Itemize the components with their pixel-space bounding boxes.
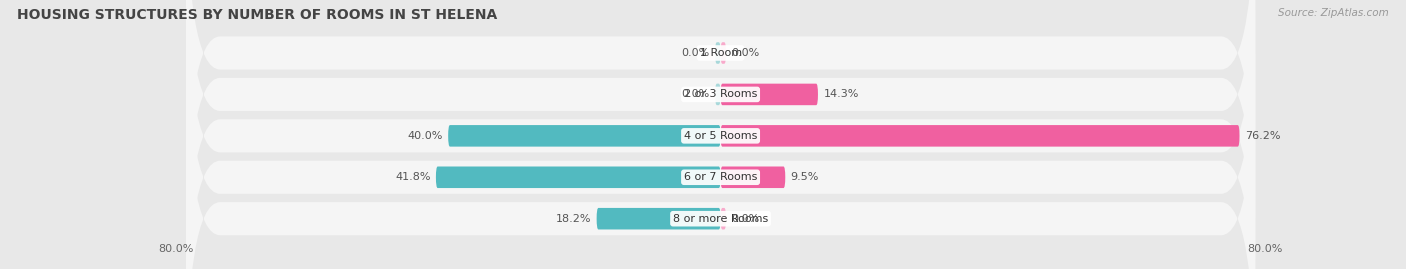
FancyBboxPatch shape <box>186 0 1256 269</box>
Text: 0.0%: 0.0% <box>731 48 759 58</box>
Text: 0.0%: 0.0% <box>682 48 710 58</box>
FancyBboxPatch shape <box>449 125 721 147</box>
FancyBboxPatch shape <box>721 208 725 229</box>
FancyBboxPatch shape <box>186 28 1256 269</box>
Text: 76.2%: 76.2% <box>1244 131 1281 141</box>
Text: 0.0%: 0.0% <box>731 214 759 224</box>
FancyBboxPatch shape <box>721 125 1240 147</box>
FancyBboxPatch shape <box>596 208 721 229</box>
Text: 8 or more Rooms: 8 or more Rooms <box>673 214 768 224</box>
FancyBboxPatch shape <box>186 0 1256 269</box>
Text: HOUSING STRUCTURES BY NUMBER OF ROOMS IN ST HELENA: HOUSING STRUCTURES BY NUMBER OF ROOMS IN… <box>17 8 498 22</box>
Text: 1 Room: 1 Room <box>700 48 741 58</box>
Text: 41.8%: 41.8% <box>395 172 430 182</box>
FancyBboxPatch shape <box>716 84 721 105</box>
FancyBboxPatch shape <box>716 42 721 64</box>
Text: Source: ZipAtlas.com: Source: ZipAtlas.com <box>1278 8 1389 18</box>
FancyBboxPatch shape <box>721 84 818 105</box>
Text: 6 or 7 Rooms: 6 or 7 Rooms <box>683 172 758 182</box>
FancyBboxPatch shape <box>721 167 786 188</box>
Text: 9.5%: 9.5% <box>790 172 820 182</box>
Text: 0.0%: 0.0% <box>682 89 710 100</box>
FancyBboxPatch shape <box>721 42 725 64</box>
Text: 2 or 3 Rooms: 2 or 3 Rooms <box>683 89 758 100</box>
FancyBboxPatch shape <box>186 0 1256 243</box>
FancyBboxPatch shape <box>436 167 721 188</box>
Text: 4 or 5 Rooms: 4 or 5 Rooms <box>683 131 758 141</box>
Text: 14.3%: 14.3% <box>824 89 859 100</box>
FancyBboxPatch shape <box>186 0 1256 269</box>
Text: 40.0%: 40.0% <box>408 131 443 141</box>
Text: 18.2%: 18.2% <box>555 214 591 224</box>
